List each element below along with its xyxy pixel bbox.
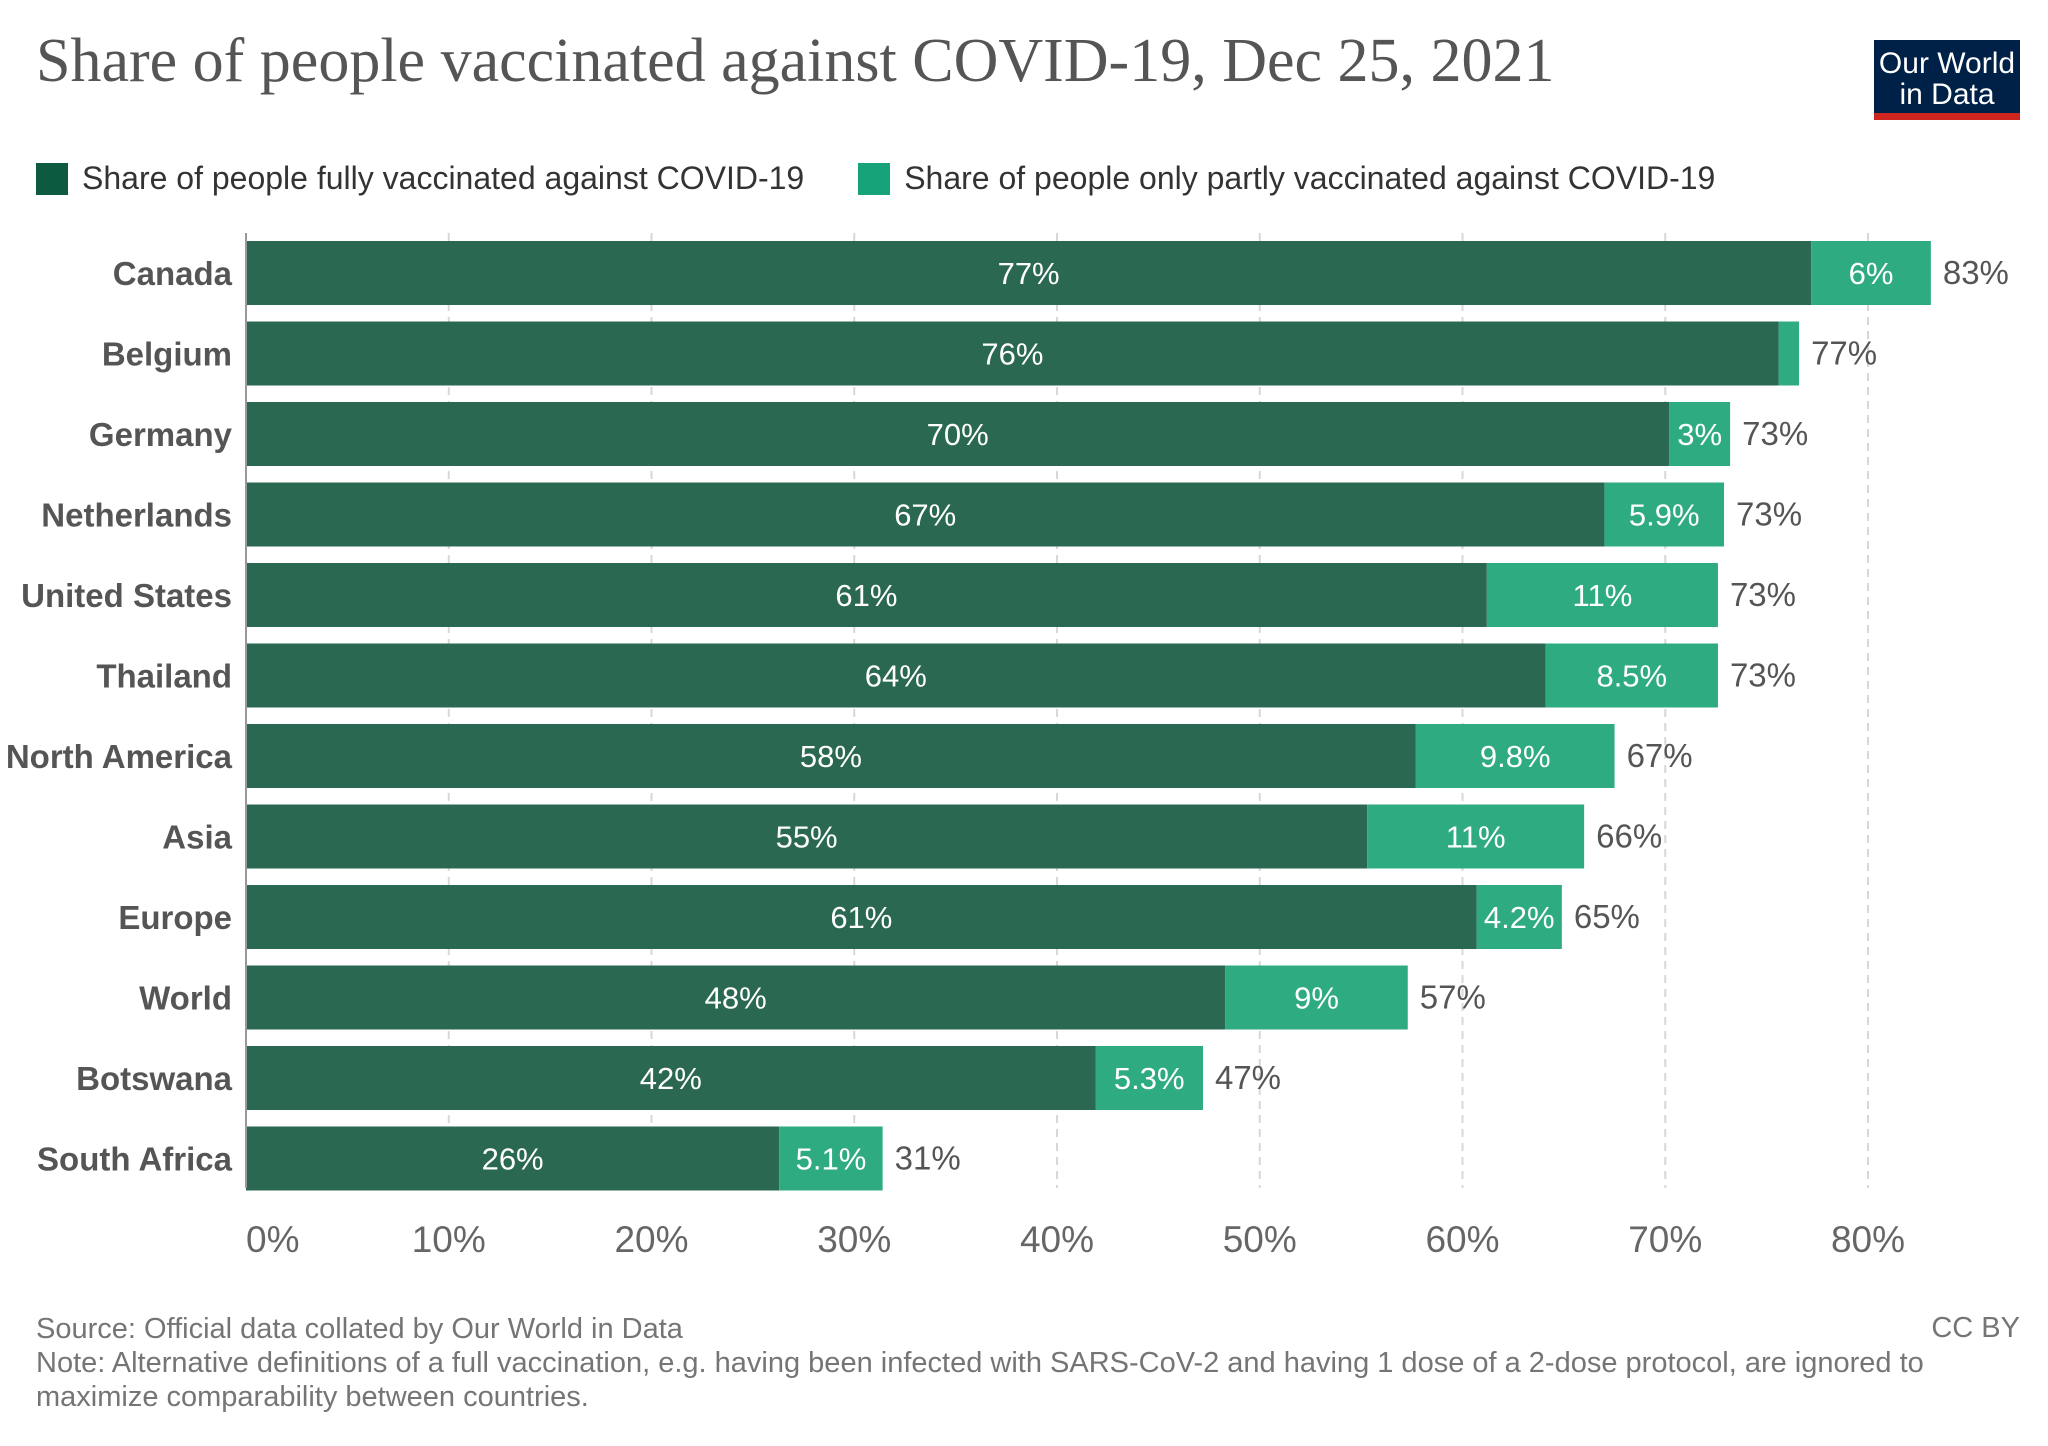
data-label-partly: 11% — [1446, 820, 1506, 855]
x-tick-label: 10% — [412, 1219, 486, 1260]
owid-logo[interactable]: Our World in Data — [1874, 40, 2020, 120]
bar-partly — [1778, 321, 1800, 386]
x-tick-label: 20% — [614, 1219, 688, 1260]
bar-fully — [246, 241, 1812, 305]
x-tick-label: 70% — [1628, 1219, 1702, 1260]
bar-partly — [1367, 804, 1585, 869]
data-label-partly: 3% — [1677, 417, 1722, 452]
data-label-fully: 48% — [705, 981, 767, 1016]
logo-line-2: in Data — [1899, 77, 1995, 111]
logo-line-1: Our World — [1878, 46, 2016, 80]
data-label-total: 73% — [1730, 576, 1796, 613]
data-label-fully: 76% — [981, 337, 1043, 372]
source-text: Source: Official data collated by Our Wo… — [36, 1313, 683, 1345]
license-text: CC BY — [1931, 1312, 2020, 1344]
bar-fully — [246, 965, 1226, 1030]
data-label-total: 73% — [1730, 657, 1796, 694]
legend: Share of people fully vaccinated against… — [36, 160, 1769, 197]
category-label: Belgium — [102, 336, 232, 373]
category-label: Asia — [162, 819, 232, 856]
data-label-partly: 11% — [1573, 578, 1633, 613]
data-label-partly: 5.3% — [1114, 1061, 1185, 1096]
data-label-fully: 61% — [830, 900, 892, 935]
data-label-fully: 67% — [894, 498, 956, 533]
bar-partly — [779, 1126, 883, 1191]
bar-fully — [246, 804, 1368, 869]
legend-label-partly: Share of people only partly vaccinated a… — [904, 160, 1716, 196]
category-label: North America — [6, 738, 233, 775]
data-label-fully: 70% — [927, 417, 989, 452]
x-tick-label: 30% — [817, 1219, 891, 1260]
legend-item-fully[interactable]: Share of people fully vaccinated against… — [36, 160, 804, 197]
category-label: Europe — [118, 899, 232, 936]
data-label-fully: 64% — [865, 659, 927, 694]
data-label-partly: 9.8% — [1480, 739, 1551, 774]
bar-partly — [1225, 965, 1408, 1030]
data-label-fully: 55% — [776, 820, 838, 855]
data-label-partly: 6% — [1849, 256, 1894, 291]
category-label: South Africa — [37, 1141, 233, 1178]
bar-partly — [1604, 482, 1725, 547]
x-tick-label: 50% — [1223, 1219, 1297, 1260]
data-label-total: 73% — [1742, 415, 1808, 452]
category-label: World — [139, 980, 232, 1017]
data-label-total: 47% — [1215, 1059, 1281, 1096]
data-label-total: 57% — [1420, 979, 1486, 1016]
category-label: Germany — [89, 416, 233, 453]
category-label: United States — [21, 577, 232, 614]
data-label-total: 31% — [895, 1140, 961, 1177]
data-label-total: 77% — [1811, 335, 1877, 372]
category-label: Netherlands — [41, 497, 232, 534]
bar-chart: 0% 10% 20% 30% 40% 50% 60% 70% 80% Canada 77% 6% 83%… — [6, 233, 2009, 1260]
legend-swatch-fully — [36, 162, 68, 195]
legend-item-partly[interactable]: Share of people only partly vaccinated a… — [858, 160, 1715, 197]
bar-partly — [1095, 1046, 1203, 1110]
bar-fully — [246, 563, 1487, 627]
data-label-partly: 9% — [1294, 981, 1339, 1016]
bar-partly — [1811, 241, 1931, 305]
bar-fully — [246, 724, 1416, 788]
note-text: Note: Alternative definitions of a full … — [36, 1347, 1924, 1413]
data-label-fully: 77% — [998, 256, 1060, 291]
x-tick-label: 60% — [1425, 1219, 1499, 1260]
x-tick-label: 80% — [1831, 1219, 1905, 1260]
bar-fully — [246, 402, 1670, 466]
data-label-total: 65% — [1574, 898, 1640, 935]
legend-label-fully: Share of people fully vaccinated against… — [82, 160, 805, 196]
bar-partly — [1669, 402, 1731, 466]
bar-partly — [1486, 563, 1718, 627]
x-tick-label: 40% — [1020, 1219, 1094, 1260]
category-label: Canada — [113, 255, 233, 292]
bar-fully — [246, 885, 1477, 949]
x-tick-label: 0% — [246, 1219, 299, 1260]
bar-fully — [246, 482, 1605, 547]
data-label-partly: 4.2% — [1484, 900, 1555, 935]
category-label: Thailand — [96, 658, 232, 695]
bar-partly — [1545, 643, 1718, 708]
data-label-fully: 26% — [482, 1142, 544, 1177]
data-label-total: 83% — [1943, 254, 2009, 291]
legend-swatch-partly — [858, 162, 891, 195]
bar-fully — [246, 1126, 780, 1191]
bar-fully — [246, 321, 1779, 386]
data-label-total: 66% — [1596, 818, 1662, 855]
data-label-partly: 5.1% — [796, 1142, 867, 1177]
bar-partly — [1415, 724, 1615, 788]
data-label-fully: 61% — [835, 578, 897, 613]
data-label-fully: 42% — [640, 1061, 702, 1096]
footer: Source: Official data collated by Our Wo… — [36, 1312, 1996, 1414]
data-label-total: 73% — [1736, 496, 1802, 533]
bar-fully — [246, 1046, 1096, 1110]
data-label-fully: 58% — [800, 739, 862, 774]
bar-partly — [1476, 885, 1562, 949]
data-label-partly: 5.9% — [1629, 498, 1700, 533]
data-label-partly: 8.5% — [1596, 659, 1667, 694]
data-label-total: 67% — [1627, 737, 1693, 774]
chart-title: Share of people vaccinated against COVID… — [36, 27, 1555, 95]
category-label: Botswana — [76, 1060, 233, 1097]
bar-fully — [246, 643, 1546, 708]
